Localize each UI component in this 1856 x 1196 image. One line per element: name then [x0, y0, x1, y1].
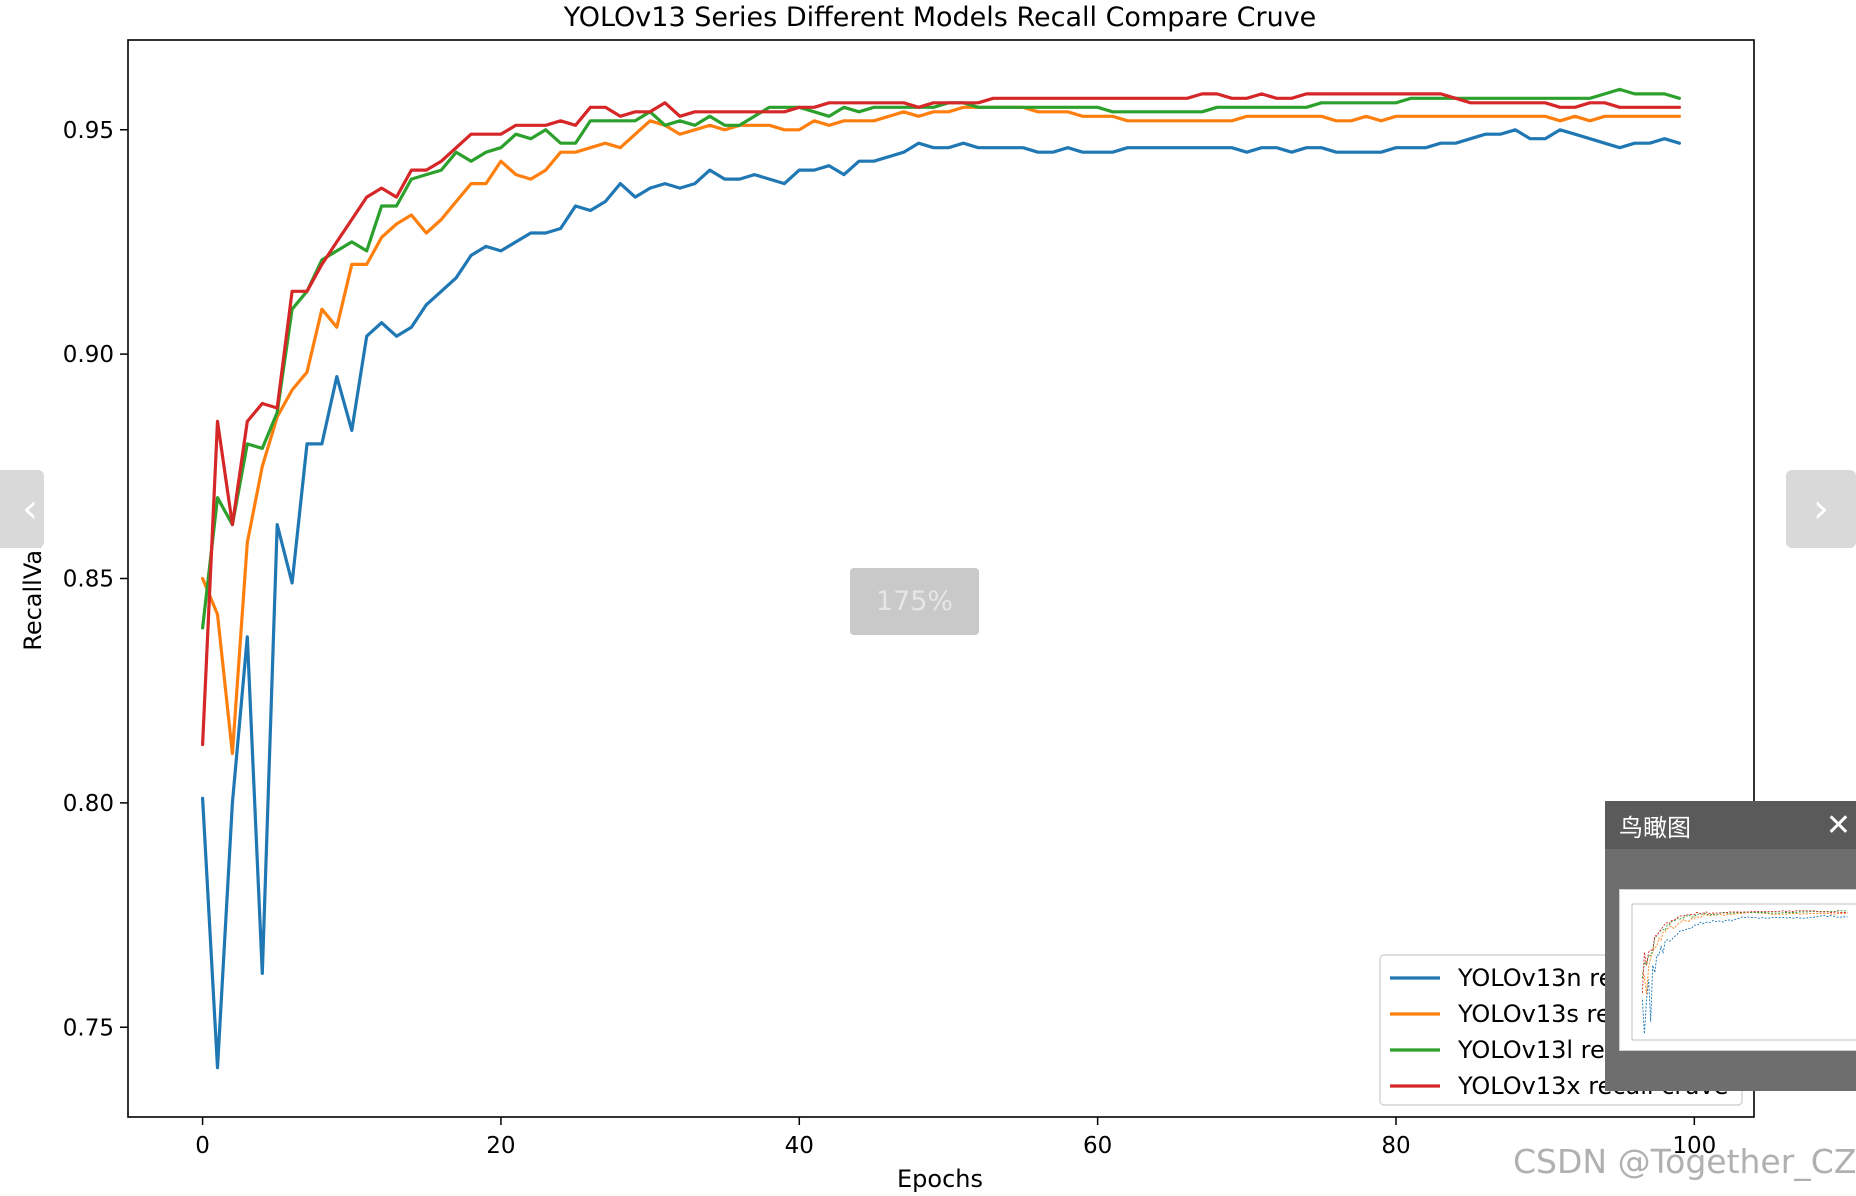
zoom-level-label: 175%	[875, 586, 954, 617]
x-tick-label: 0	[195, 1133, 210, 1159]
thumb-series-line-0	[1641, 914, 1848, 1034]
next-image-button[interactable]: ›	[1786, 470, 1856, 548]
x-axis-label: Epochs	[897, 1165, 983, 1193]
y-tick-label: 0.80	[63, 791, 114, 817]
x-tick-label: 20	[486, 1133, 515, 1159]
birdseye-title: 鸟瞰图	[1619, 813, 1691, 842]
watermark: CSDN @Together_CZ	[1513, 1142, 1856, 1181]
thumb-series-line-3	[1641, 910, 1848, 994]
series-line-0	[201, 128, 1682, 1070]
chevron-left-icon: ‹	[22, 486, 38, 532]
y-tick-label: 0.90	[63, 342, 114, 368]
y-tick-label: 0.85	[63, 567, 114, 593]
close-icon[interactable]: ✕	[1825, 807, 1851, 843]
series-line-3	[201, 92, 1682, 747]
y-tick-label: 0.95	[63, 118, 114, 144]
thumb-series-line-2	[1641, 909, 1848, 979]
chart-title: YOLOv13 Series Different Models Recall C…	[563, 2, 1317, 33]
thumb-series-line-1	[1641, 912, 1848, 995]
x-tick-label: 40	[785, 1133, 814, 1159]
series-line-2	[201, 87, 1682, 630]
zoom-level-badge: 175%	[850, 568, 979, 635]
birdseye-panel: 鸟瞰图 ✕	[1605, 801, 1856, 1091]
x-tick-label: 80	[1381, 1133, 1410, 1159]
chevron-right-icon: ›	[1813, 486, 1829, 532]
birdseye-thumbnail[interactable]	[1619, 889, 1856, 1051]
x-tick-label: 60	[1083, 1133, 1112, 1159]
previous-image-button[interactable]: ‹	[0, 470, 44, 548]
series-line-1	[201, 105, 1682, 756]
thumb-frame	[1631, 903, 1856, 1041]
birdseye-thumbnail-chart	[1631, 903, 1856, 1041]
x-tick-label: 100	[1672, 1133, 1716, 1159]
birdseye-header: 鸟瞰图 ✕	[1605, 801, 1856, 849]
plot-area	[201, 87, 1682, 1070]
axis-ticks: 0 20 40 60 80 100 0.75 0.80 0.85 0.90 0.95	[63, 118, 1717, 1159]
y-tick-label: 0.75	[63, 1015, 114, 1041]
